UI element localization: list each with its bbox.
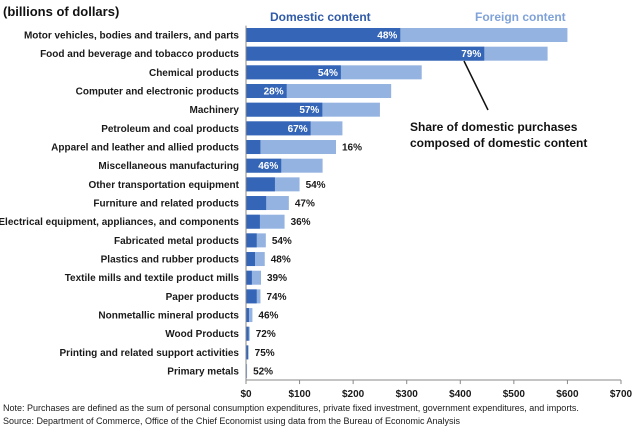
domestic-content-bar — [246, 308, 249, 323]
x-tick-label: $700 — [610, 389, 633, 400]
category-label: Electrical equipment, appliances, and co… — [0, 217, 239, 228]
legend-foreign: Foreign content — [475, 10, 566, 24]
domestic-content-bar — [246, 28, 401, 42]
domestic-content-bar — [246, 46, 485, 61]
domestic-content-bar — [246, 252, 255, 267]
category-label: Machinery — [190, 105, 240, 116]
category-label: Nonmetallic mineral products — [98, 311, 239, 322]
domestic-content-bar — [246, 289, 257, 304]
domestic-content-bar — [246, 102, 323, 117]
share-label: 72% — [256, 329, 276, 340]
foreign-content-bar — [246, 308, 253, 323]
domestic-content-bar — [246, 233, 257, 248]
share-label: 36% — [291, 217, 311, 228]
x-tick-label: $300 — [396, 389, 419, 400]
share-label: 54% — [272, 236, 292, 247]
share-label: 47% — [295, 199, 315, 210]
category-label: Computer and electronic products — [76, 87, 240, 98]
share-label: 46% — [258, 161, 278, 172]
category-label: Paper products — [166, 292, 240, 303]
category-label: Fabricated metal products — [114, 236, 239, 247]
share-label: 74% — [266, 292, 286, 303]
category-label: Motor vehicles, bodies and trailers, and… — [24, 31, 239, 42]
annotation-line-1: Share of domestic purchases — [410, 120, 578, 134]
share-label: 39% — [267, 273, 287, 284]
domestic-content-bar — [246, 140, 261, 155]
share-label: 57% — [299, 105, 319, 116]
share-label: 48% — [271, 255, 291, 266]
share-label: 48% — [377, 31, 397, 42]
category-label: Miscellaneous manufacturing — [98, 161, 239, 172]
share-label: 46% — [258, 311, 278, 322]
category-label: Furniture and related products — [93, 199, 239, 210]
x-tick-label: $600 — [556, 389, 579, 400]
share-label: 79% — [461, 49, 481, 60]
category-label: Plastics and rubber products — [101, 255, 240, 266]
category-label: Wood Products — [165, 329, 239, 340]
category-label: Food and beverage and tobacco products — [40, 49, 239, 60]
category-label: Petroleum and coal products — [101, 124, 239, 135]
domestic-content-bar — [246, 84, 287, 99]
x-tick-label: $0 — [240, 389, 252, 400]
category-label: Primary metals — [167, 367, 239, 378]
annotation-line-2: composed of domestic content — [410, 136, 587, 150]
category-label: Printing and related support activities — [60, 348, 240, 359]
domestic-content-bar — [246, 270, 252, 285]
x-tick-label: $400 — [449, 389, 472, 400]
foreign-content-bar — [246, 140, 336, 155]
chart-source: Source: Department of Commerce, Office o… — [3, 416, 461, 426]
share-label: 67% — [288, 124, 308, 135]
domestic-content-bar — [246, 326, 249, 341]
x-tick-label: $200 — [342, 389, 365, 400]
domestic-content-bar — [246, 214, 260, 229]
share-label: 52% — [253, 367, 273, 378]
chart-subtitle: (billions of dollars) — [3, 4, 119, 19]
category-label: Apparel and leather and allied products — [51, 143, 239, 154]
category-label: Chemical products — [149, 68, 239, 79]
domestic-content-bar — [246, 158, 282, 173]
x-axis: $0 $100 $200 $300 $400 $500 $600 $700 — [240, 25, 633, 400]
share-label: 75% — [255, 348, 275, 359]
domestic-content-bar — [246, 65, 341, 80]
x-tick-label: $500 — [503, 389, 526, 400]
legend-domestic: Domestic content — [270, 10, 371, 24]
domestic-content-bar — [246, 177, 275, 192]
domestic-content-bar — [246, 121, 311, 136]
bars-group: Motor vehicles, bodies and trailers, and… — [0, 28, 568, 379]
domestic-content-bar — [246, 345, 249, 360]
share-label: 16% — [342, 143, 362, 154]
category-label: Other transportation equipment — [88, 180, 239, 191]
share-label: 54% — [306, 180, 326, 191]
share-label: 54% — [318, 68, 338, 79]
category-label: Textile mills and textile product mills — [65, 273, 240, 284]
domestic-content-bar — [246, 196, 267, 211]
annotation-pointer — [463, 60, 489, 111]
chart-note: Note: Purchases are defined as the sum o… — [3, 403, 579, 413]
x-tick-label: $100 — [288, 389, 311, 400]
share-label: 28% — [264, 87, 284, 98]
